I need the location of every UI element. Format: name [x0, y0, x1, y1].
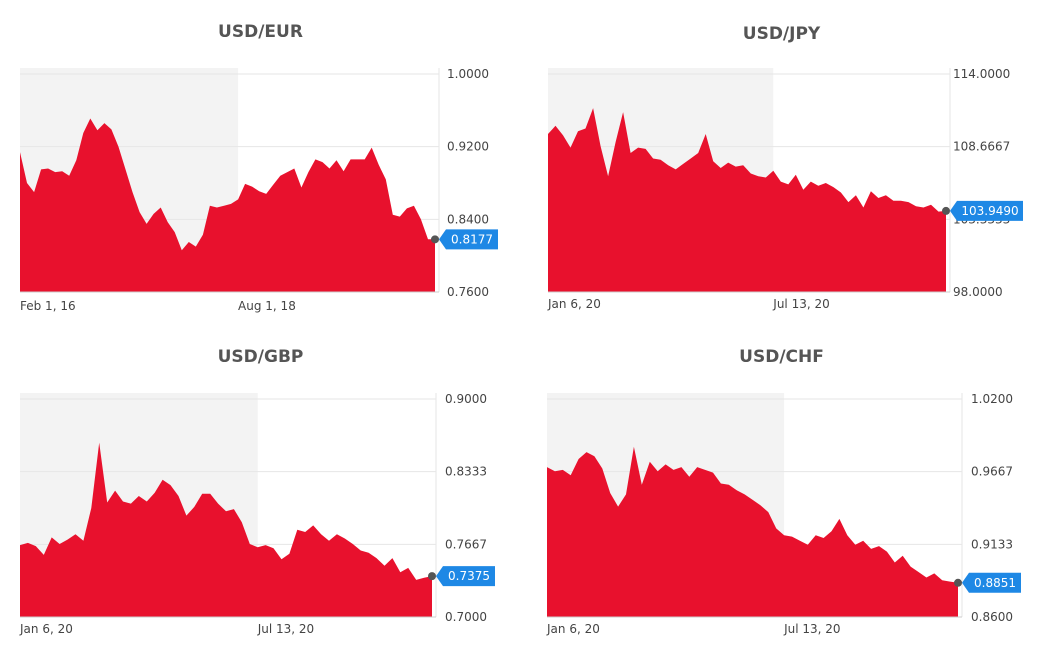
y-tick-label: 0.8333 — [445, 465, 487, 479]
y-tick-label: 0.7667 — [445, 537, 487, 551]
x-tick-label: Jan 6, 20 — [19, 622, 73, 636]
x-tick-label: Jan 6, 20 — [546, 622, 600, 636]
current-value-badge — [950, 200, 1023, 221]
chart-svg: 1.0000 0.9200 0.8400 0.7600 Feb 1, 16 Aug 1, … — [20, 67, 498, 313]
current-value-badge — [962, 572, 1021, 593]
x-tick-label: Aug 1, 18 — [238, 299, 296, 313]
y-tick-label: 0.8400 — [447, 212, 489, 226]
y-tick-label: 0.7000 — [445, 610, 487, 624]
y-tick-label: 0.9667 — [971, 465, 1013, 479]
y-tick-label: 0.9000 — [445, 392, 487, 406]
current-value-label: 0.7375 — [448, 569, 490, 583]
x-tick-label: Jul 13, 20 — [257, 622, 314, 636]
x-tick-label: Jul 13, 20 — [772, 297, 829, 311]
chart-usd-eur: USD/EUR 1.0000 0.9200 0.8400 0.7600 Feb 1, 1… — [0, 0, 521, 327]
y-tick-label: 108.6667 — [953, 140, 1010, 154]
y-tick-label: 114.0000 — [953, 67, 1010, 81]
chart-svg: 0.9000 0.8333 0.7667 0.7000 Jan 6, 20 Jul 13,… — [19, 392, 495, 636]
y-tick-label: 0.9133 — [971, 537, 1013, 551]
chart-title: USD/GBP — [217, 347, 304, 367]
x-tick-label: Jul 13, 20 — [783, 622, 840, 636]
series-area — [547, 446, 958, 617]
current-value-badge — [439, 229, 498, 250]
y-tick-label: 0.7600 — [447, 285, 489, 299]
current-value-dot — [431, 235, 439, 244]
current-value-dot — [428, 572, 436, 581]
current-value-label: 103.9490 — [961, 204, 1018, 218]
y-tick-label: 98.0000 — [953, 285, 1003, 299]
y-tick-label: 0.9200 — [447, 140, 489, 154]
chart-title: USD/EUR — [218, 22, 303, 42]
current-value-dot — [954, 578, 962, 587]
chart-usd-jpy: USD/JPY 114.0000108.6667103.333398.0000J… — [521, 0, 1042, 327]
chart-svg: 1.0200 0.9667 0.9133 0.8600 Jan 6, 20 Jul 13,… — [546, 392, 1021, 636]
current-value-label: 0.8177 — [451, 232, 493, 246]
x-tick-label: Jan 6, 20 — [547, 297, 601, 311]
series-area — [20, 442, 432, 617]
current-value-badge — [436, 566, 495, 587]
y-tick-label: 1.0000 — [447, 67, 489, 81]
y-tick-label: 0.8600 — [971, 610, 1013, 624]
series-area — [548, 108, 946, 292]
current-value-label: 0.8851 — [974, 576, 1016, 590]
chart-title: USD/JPY — [742, 24, 821, 44]
chart-usd-gbp: USD/GBP 0.9000 0.8333 0.7667 0.7000 Jan 6, 2… — [0, 327, 521, 655]
y-tick-label: 1.0200 — [971, 392, 1013, 406]
current-value-dot — [942, 206, 950, 215]
x-tick-label: Feb 1, 16 — [20, 299, 76, 313]
series-area — [20, 118, 435, 292]
chart-title: USD/CHF — [739, 347, 824, 367]
chart-usd-chf: USD/CHF 1.0200 0.9667 0.9133 0.8600 Jan 6, 2… — [521, 327, 1042, 655]
